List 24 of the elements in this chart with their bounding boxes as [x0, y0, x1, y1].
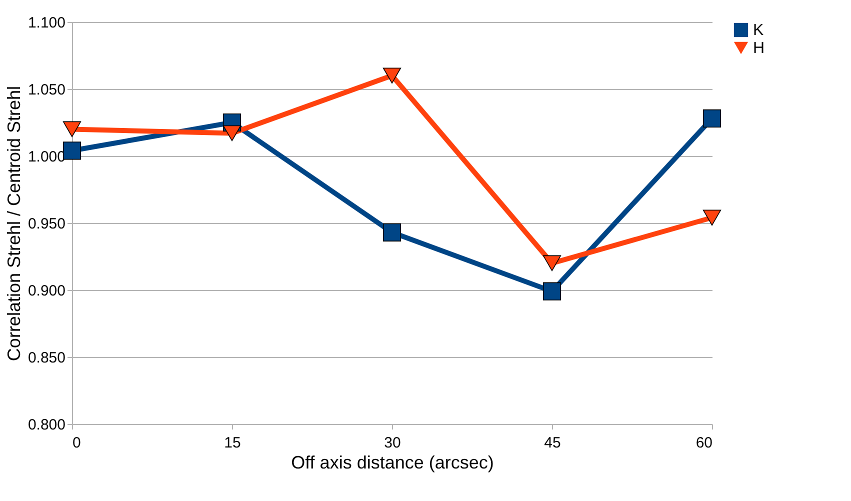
- y-axis-title: Correlation Strehl / Centroid Strehl: [4, 86, 24, 362]
- legend-label: H: [753, 40, 765, 57]
- x-tick-label: 45: [544, 434, 561, 452]
- point: [382, 68, 402, 84]
- y-tick-label: 0.950: [28, 216, 66, 232]
- x-axis-title: Off axis distance (arcsec): [291, 452, 494, 472]
- x-tick-label: 0: [72, 434, 81, 452]
- point: [702, 109, 722, 128]
- point: [382, 223, 402, 242]
- y-tick-label: 0.900: [28, 282, 66, 300]
- x-tick-label: 30: [384, 434, 401, 452]
- point: [542, 255, 562, 272]
- legend-label: K: [753, 22, 764, 39]
- y-tick-label: 0.850: [28, 350, 66, 366]
- y-tick-label: 1.100: [28, 14, 66, 32]
- point: [62, 142, 82, 160]
- x-tick-label: 60: [696, 434, 712, 452]
- x-tick-label: 15: [224, 434, 241, 452]
- point: [702, 210, 722, 226]
- y-tick-label: 1.050: [28, 82, 66, 98]
- y-tick-label: 0.800: [28, 416, 66, 434]
- point: [542, 282, 562, 300]
- point: [62, 121, 82, 138]
- point: [222, 125, 242, 142]
